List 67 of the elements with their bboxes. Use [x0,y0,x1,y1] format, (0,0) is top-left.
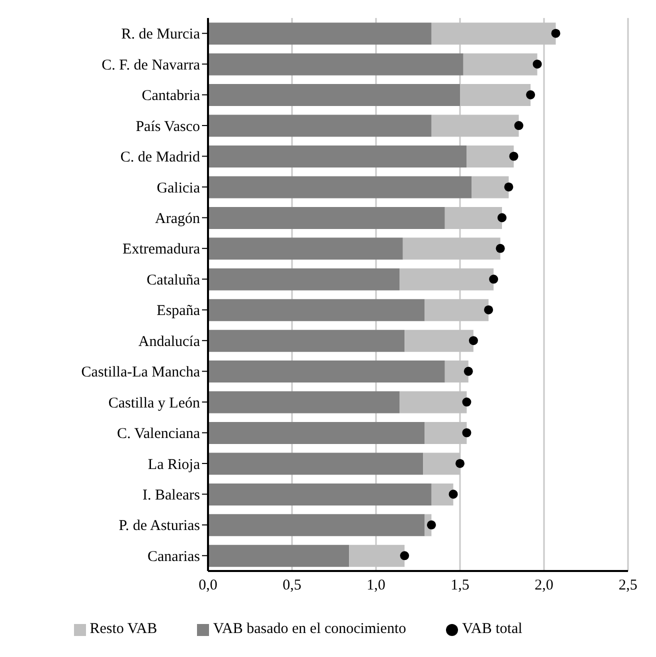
point [462,428,472,438]
y-tick-label: España [156,303,200,320]
point [426,520,436,530]
bar [208,206,445,229]
legend-label: VAB basado en el conocimiento [213,621,406,637]
point [504,182,514,192]
legend-label: VAB total [462,621,522,637]
y-tick-label: C. F. de Navarra [102,57,200,74]
point [526,90,536,100]
point [489,274,498,284]
bar [208,299,425,322]
x-tick-label: 0,0 [198,578,218,594]
y-tick-label: C. Valenciana [116,426,200,442]
y-tick-label: Aragón [155,211,200,228]
point [532,60,542,69]
x-tick-label: 2,0 [534,578,554,594]
bar [208,145,467,168]
point [468,336,478,346]
bar [208,238,403,260]
x-tick-label: 0,5 [282,578,302,594]
bar [472,176,509,198]
y-tick-label: Extremadura [122,242,200,258]
bar [466,145,514,168]
y-tick-label: Andalucía [138,334,200,350]
point [514,121,524,130]
y-tick-label: Cantabria [142,88,200,104]
x-tick-label: 1,5 [450,578,470,594]
point [484,305,494,314]
x-tick-label: 1,0 [366,578,386,594]
bar [208,176,472,198]
bar [431,483,454,506]
y-tick-label: I. Balears [142,488,200,504]
y-tick-label: País Vasco [136,118,200,135]
point [496,244,505,253]
bar [208,84,460,106]
bar [208,114,432,137]
bar [208,268,400,290]
bar [208,330,405,352]
point [509,152,518,161]
point [400,551,410,560]
legend-label: Resto VAB [90,621,158,637]
y-tick-label: La Rioja [148,456,200,473]
y-tick-label: Castilla-La Mancha [81,364,200,381]
point [464,366,473,376]
point [462,398,472,407]
bar [208,422,425,444]
point [455,458,465,468]
y-tick-label: Galicia [156,180,200,196]
bar [208,53,464,76]
y-tick-label: C. de Madrid [120,150,200,166]
point [448,490,458,499]
bar [463,53,538,76]
x-tick-label: 2,5 [618,578,638,594]
bar [208,452,424,475]
bar [208,360,445,383]
y-tick-label: P. de Asturias [118,518,200,534]
point [497,213,507,222]
bar [208,514,425,536]
bar [208,483,432,506]
bar [208,544,350,567]
y-tick-label: R. de Murcia [121,26,200,43]
point [551,28,560,38]
y-tick-label: Cataluña [146,272,200,288]
bar [208,391,400,414]
bar [208,22,432,45]
y-tick-label: Castilla y León [108,395,200,412]
y-tick-label: Canarias [148,548,200,565]
